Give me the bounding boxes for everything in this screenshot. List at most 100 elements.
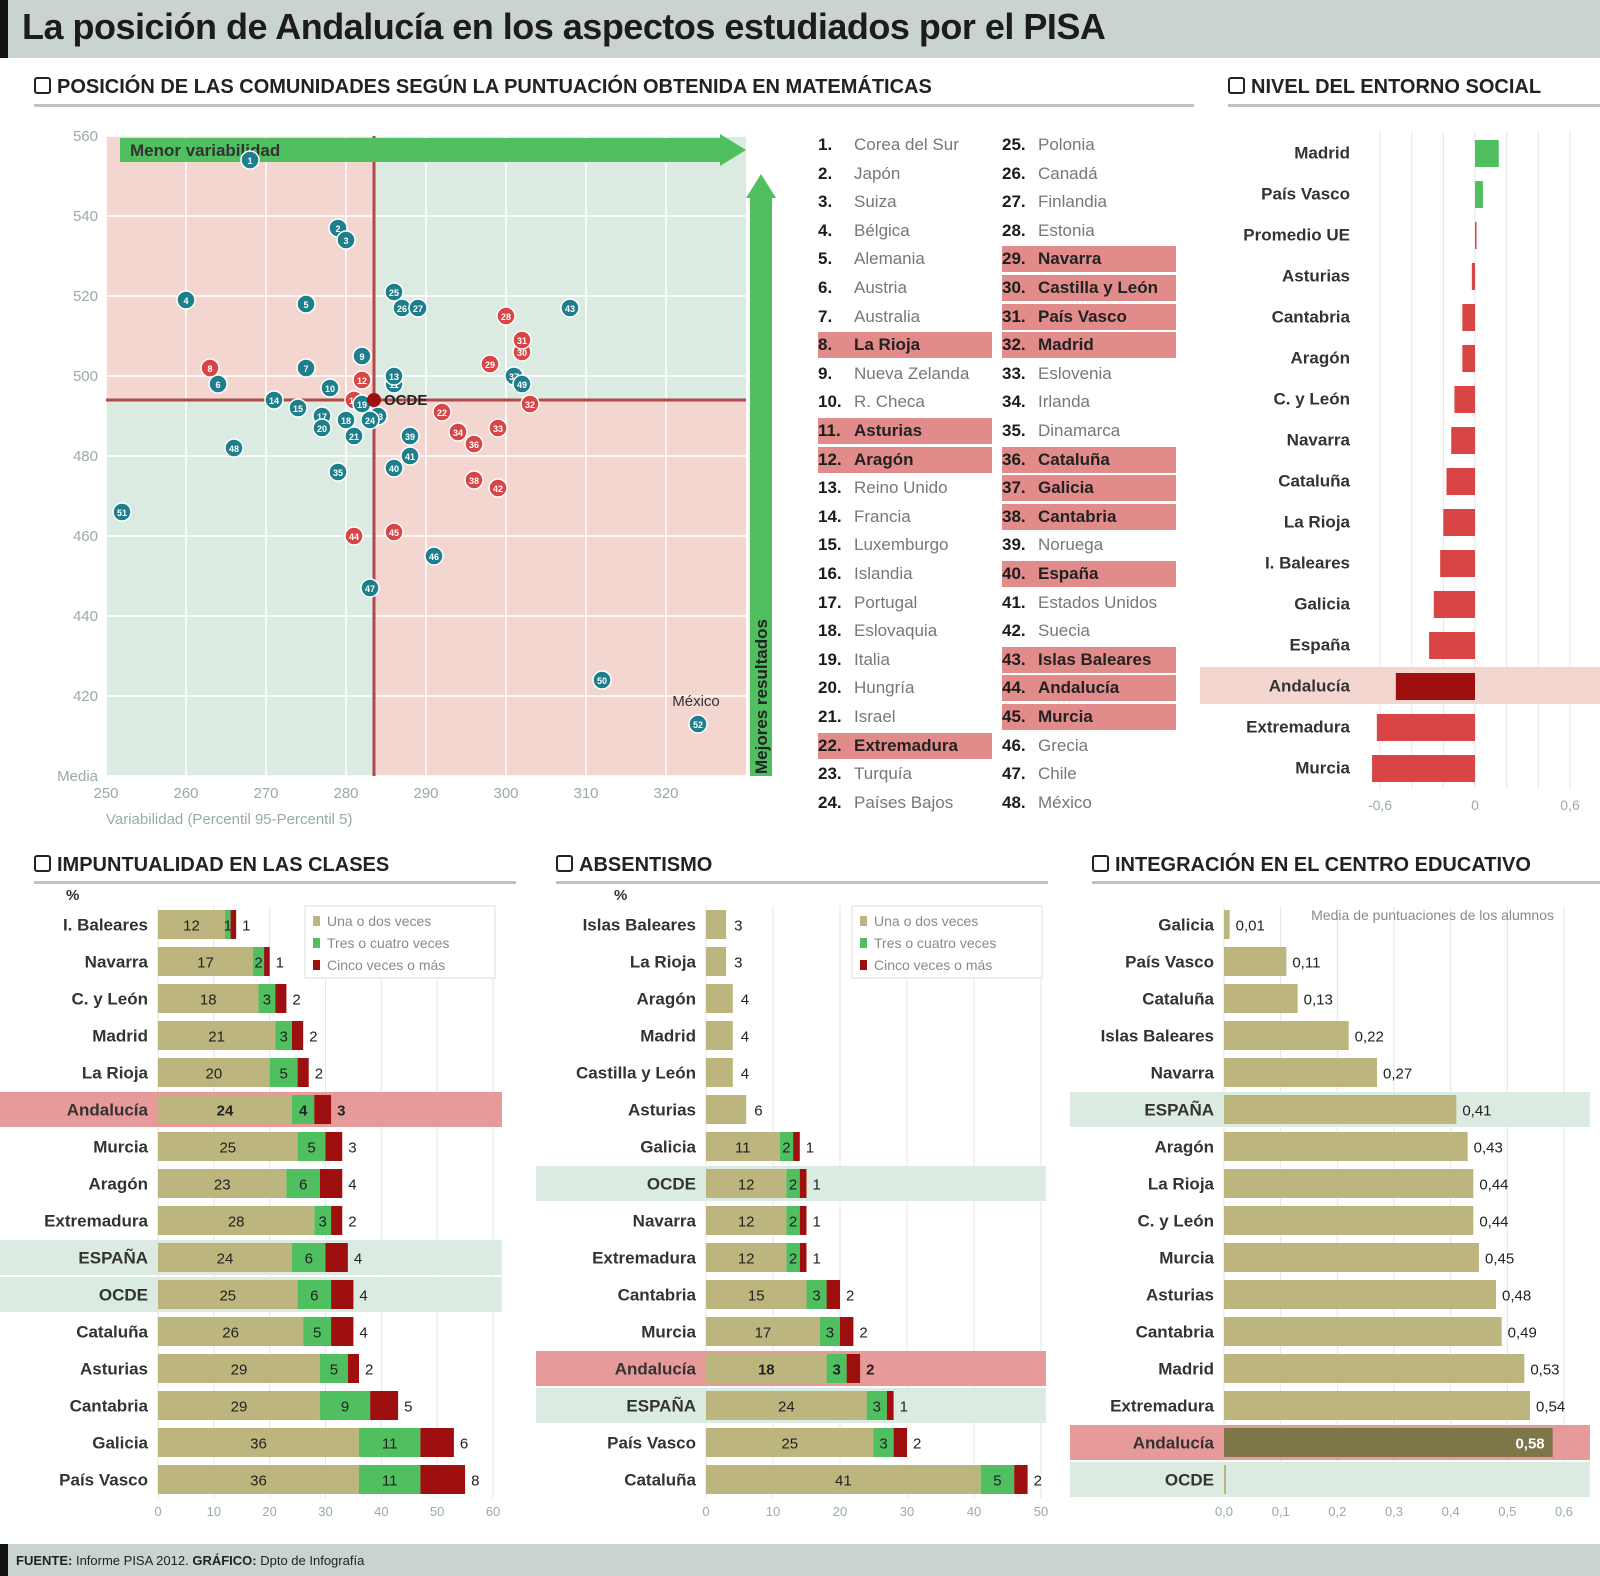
stacked-bar-segment — [706, 1058, 733, 1087]
scatter-point — [360, 578, 380, 598]
scatter-point — [312, 418, 332, 438]
stacked-bar-segment — [706, 1317, 820, 1346]
stacked-bar-segment — [303, 1317, 332, 1346]
social-category-label: Cataluña — [1278, 472, 1350, 491]
ranking-number: 22. — [818, 735, 842, 755]
punctuality-section-rule — [34, 881, 516, 884]
stacked-bar-segment — [706, 1391, 867, 1420]
scatter-point — [448, 422, 468, 442]
legend-swatch — [313, 960, 320, 970]
social-category-label: Cantabria — [1272, 308, 1351, 327]
ranking-name: Luxemburgo — [854, 535, 949, 555]
ranking-name: Países Bajos — [854, 792, 954, 812]
ranking-number: 11. — [818, 421, 841, 440]
ranking-name: Cataluña — [1038, 449, 1110, 469]
ranking-name: Extremadura — [854, 735, 958, 755]
scatter-section-title: POSICIÓN DE LAS COMUNIDADES SEGÚN LA PUN… — [34, 76, 932, 99]
segment-value-label: 2 — [782, 1140, 790, 1157]
ranking-number: 27. — [1002, 192, 1026, 212]
stacked-bar-segment — [269, 1058, 298, 1087]
scatter-point-label: 1 — [247, 156, 252, 166]
integration-bar — [1224, 947, 1287, 976]
social-bar — [1475, 181, 1483, 208]
segment-value-label: 2 — [866, 1362, 874, 1379]
punctuality-title-text: IMPUNTUALIDAD EN LAS CLASES — [57, 854, 390, 876]
scatter-point-label: 50 — [597, 676, 607, 686]
title-bar-edge — [0, 0, 8, 58]
stacked-bar-segment — [706, 1021, 733, 1050]
social-category-label: Promedio UE — [1243, 226, 1350, 245]
section-box-icon — [556, 855, 573, 872]
legend-box — [304, 905, 496, 979]
segment-value-label: 3 — [263, 992, 271, 1009]
ranking-name: Nueva Zelanda — [854, 363, 970, 383]
ranking-item: 42. Suecia — [1002, 618, 1176, 644]
integration-category-label: Madrid — [1158, 1360, 1214, 1379]
legend-label: Cinco veces o más — [874, 957, 992, 973]
ranking-number: 20. — [818, 678, 842, 698]
tick-label: 10 — [766, 1504, 780, 1519]
scatter-section-rule — [34, 104, 1194, 107]
integration-value-label: 0,41 — [1462, 1103, 1491, 1120]
ranking-name: Grecia — [1038, 735, 1089, 755]
ranking-name: Aragón — [854, 449, 914, 469]
segment-value-label: 1 — [900, 1399, 908, 1416]
ranking-number: 48. — [1002, 792, 1026, 812]
social-category-label: C. y León — [1273, 390, 1350, 409]
scatter-point-label: 35 — [333, 468, 343, 478]
stacked-bar-segment — [779, 1132, 794, 1161]
ranking-item: 25. Polonia — [1002, 132, 1176, 158]
legend-label: Tres o cuatro veces — [874, 935, 996, 951]
title-bar — [0, 0, 1600, 58]
category-label: ESPAÑA — [626, 1396, 696, 1416]
ranking-item: 46. Grecia — [1002, 733, 1176, 759]
social-category-label: Madrid — [1294, 144, 1350, 163]
ranking-number: 47. — [1002, 764, 1026, 784]
stacked-bar-segment — [158, 1428, 359, 1457]
stacked-bar-segment — [319, 1169, 343, 1198]
segment-value-label: 20 — [205, 1066, 222, 1083]
ranking-name: Suecia — [1038, 621, 1090, 641]
category-label: Asturias — [80, 1360, 148, 1379]
ranking-name: País Vasco — [1038, 306, 1127, 326]
scatter-point-label: 48 — [229, 444, 239, 454]
ranking-number: 17. — [818, 592, 842, 612]
integration-value-label: 0,54 — [1536, 1399, 1565, 1416]
y-tick-label: 520 — [73, 288, 98, 305]
category-label: Aragón — [89, 1175, 149, 1194]
low-variability-arrow-head — [720, 134, 746, 166]
segment-value-label: 1 — [224, 918, 232, 935]
ranking-number: 6. — [818, 278, 833, 297]
stacked-bar-segment — [370, 1391, 399, 1420]
scatter-point — [512, 374, 532, 394]
low-variability-arrow-body — [120, 138, 720, 162]
stacked-bar-segment — [158, 1058, 270, 1087]
stacked-bar-segment — [706, 1243, 787, 1272]
ranking-number: 44. — [1002, 678, 1026, 698]
segment-value-label: 3 — [879, 1436, 887, 1453]
ranking-number: 13. — [818, 478, 842, 498]
scatter-point — [352, 346, 372, 366]
integration-tick-label: 0,2 — [1328, 1504, 1346, 1519]
ranking-item: 45. Murcia — [1002, 704, 1176, 730]
segment-value-label: 2 — [1034, 1473, 1042, 1490]
scatter-point-label: 46 — [429, 552, 439, 562]
legend-swatch — [313, 916, 320, 926]
ranking-name: Canadá — [1038, 163, 1098, 183]
category-label: Cataluña — [76, 1323, 148, 1342]
segment-value-label: 5 — [313, 1325, 321, 1342]
ranking-item: 28. Estonia — [1002, 218, 1176, 244]
tick-label: 30 — [900, 1504, 914, 1519]
integration-bar — [1224, 1021, 1349, 1050]
punctuality-section-title: IMPUNTUALIDAD EN LAS CLASES — [34, 854, 389, 877]
ranking-name: R. Checa — [854, 392, 925, 412]
integration-value-label: 0,58 — [1515, 1436, 1544, 1453]
ranking-number: 29. — [1002, 249, 1026, 269]
segment-value-label: 4 — [359, 1288, 367, 1305]
segment-value-label: 24 — [217, 1251, 234, 1268]
integration-value-label: 0,53 — [1530, 1362, 1559, 1379]
social-tick-label: 0 — [1471, 797, 1479, 813]
ranking-name: La Rioja — [854, 335, 921, 355]
social-category-label: Extremadura — [1246, 718, 1350, 737]
x-tick-label: 290 — [413, 785, 438, 802]
